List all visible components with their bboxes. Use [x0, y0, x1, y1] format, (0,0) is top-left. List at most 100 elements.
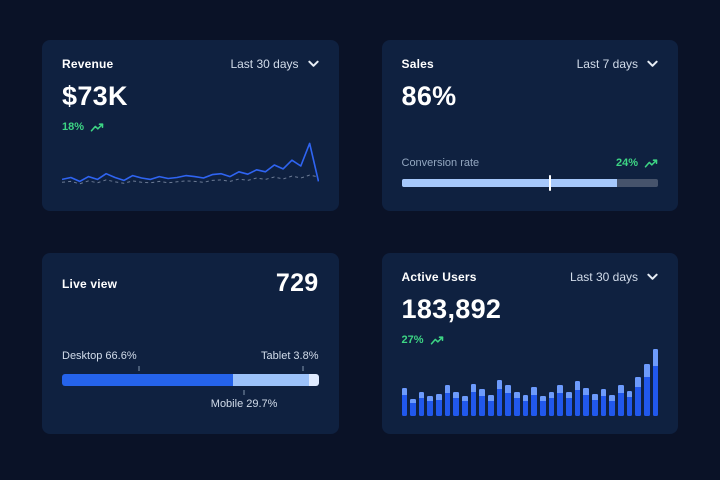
mobile-tick [243, 390, 245, 395]
bar-cap [453, 392, 460, 398]
bar [514, 392, 520, 416]
bar [479, 389, 486, 416]
live-view-title: Live view [62, 276, 118, 291]
bar-cap [591, 394, 598, 400]
bar [488, 395, 494, 416]
bar-cap [488, 395, 494, 401]
bar-cap [617, 385, 624, 393]
bar [617, 385, 624, 416]
bar-cap [540, 396, 546, 401]
sales-range-select[interactable]: Last 7 days [577, 57, 658, 71]
bar-cap [522, 395, 529, 401]
bar [635, 377, 641, 416]
sales-card-header: Sales Last 7 days [402, 56, 659, 72]
bar-cap [600, 389, 607, 396]
active-users-card-header: Active Users Last 30 days [402, 269, 659, 285]
active-users-title: Active Users [401, 270, 477, 284]
revenue-delta-badge: 18% [62, 121, 319, 133]
bar [531, 387, 537, 416]
bar-cap [514, 392, 520, 398]
chevron-down-icon [307, 60, 319, 68]
bar-cap [444, 385, 451, 393]
conversion-rate-label: Conversion rate [401, 157, 480, 169]
bar [643, 364, 650, 416]
bar-cap [496, 380, 503, 389]
bar-cap [505, 385, 512, 393]
desktop-share-label: Desktop 66.6% [62, 350, 137, 362]
bar-cap [557, 385, 563, 393]
active-users-range-select[interactable]: Last 30 days [570, 270, 658, 284]
bar-cap [652, 349, 659, 366]
device-segment-desktop [62, 374, 233, 386]
bar [574, 381, 581, 416]
active-users-value: 183,892 [401, 294, 502, 324]
bar-cap [427, 396, 434, 401]
bar [591, 394, 598, 416]
conversion-progress-marker [549, 175, 552, 191]
live-view-card: Live view 729 Desktop 66.6% Tablet 3.8% … [42, 253, 339, 434]
chevron-down-icon [647, 60, 658, 68]
device-share-chart: Desktop 66.6% Tablet 3.8% Mobile 29.7% [62, 350, 319, 416]
bar [600, 389, 607, 416]
desktop-tick [138, 366, 140, 371]
revenue-card: Revenue Last 30 days $73K 18% [42, 40, 339, 211]
bar-cap [635, 377, 641, 387]
revenue-line-chart [62, 142, 319, 185]
active-users-delta-value: 27% [401, 334, 424, 346]
active-users-bar-chart [401, 346, 659, 416]
bar-cap [583, 388, 589, 395]
bar-cap [410, 399, 416, 403]
bar-cap [565, 392, 572, 398]
bar-cap [609, 395, 615, 401]
bar-cap [643, 364, 650, 377]
bar-cap [470, 384, 477, 392]
bar-cap [401, 388, 408, 395]
sales-delta-value: 24% [615, 157, 638, 169]
conversion-progress-fill [401, 179, 617, 187]
bar [609, 395, 615, 416]
bar [522, 395, 529, 416]
bar-cap [418, 392, 425, 398]
live-view-card-header: Live view 729 [62, 269, 319, 298]
device-segment-tablet [308, 374, 319, 386]
trend-up-icon [430, 335, 444, 346]
bar-cap [531, 387, 537, 395]
bar [453, 392, 460, 416]
conversion-progress-track [401, 175, 658, 191]
mobile-share-label: Mobile 29.7% [210, 398, 278, 410]
trend-up-icon [90, 122, 104, 133]
bar-cap [626, 391, 633, 397]
revenue-title: Revenue [62, 57, 114, 71]
bar [652, 349, 659, 416]
bar-cap [436, 394, 442, 400]
tablet-share-label: Tablet 3.8% [261, 350, 319, 362]
sales-delta-badge: 24% [616, 157, 658, 169]
trend-up-icon [644, 158, 658, 169]
bar [626, 391, 633, 416]
bar [557, 385, 563, 416]
bar [418, 392, 425, 416]
live-view-value: 729 [275, 269, 319, 297]
revenue-range-select[interactable]: Last 30 days [230, 57, 319, 71]
bar [410, 399, 416, 416]
bar [505, 385, 512, 416]
active-users-delta-badge: 27% [402, 334, 659, 346]
active-users-range-label: Last 30 days [569, 270, 638, 284]
bar [548, 392, 555, 416]
bar [462, 396, 468, 416]
bar [583, 388, 589, 416]
bar-cap [548, 392, 555, 398]
conversion-rate-row: Conversion rate 24% [402, 157, 659, 169]
device-share-bar [62, 374, 319, 386]
bar [496, 380, 503, 416]
active-users-card: Active Users Last 30 days 183,892 27% [381, 253, 678, 434]
revenue-delta-value: 18% [62, 121, 85, 133]
bar-cap [574, 381, 581, 390]
device-share-top-labels: Desktop 66.6% Tablet 3.8% [62, 350, 319, 362]
bar [436, 394, 442, 416]
bar [401, 388, 408, 416]
sales-card: Sales Last 7 days 86% Conversion rate 24… [381, 40, 678, 211]
bar [427, 396, 434, 416]
sales-value: 86% [401, 81, 457, 111]
